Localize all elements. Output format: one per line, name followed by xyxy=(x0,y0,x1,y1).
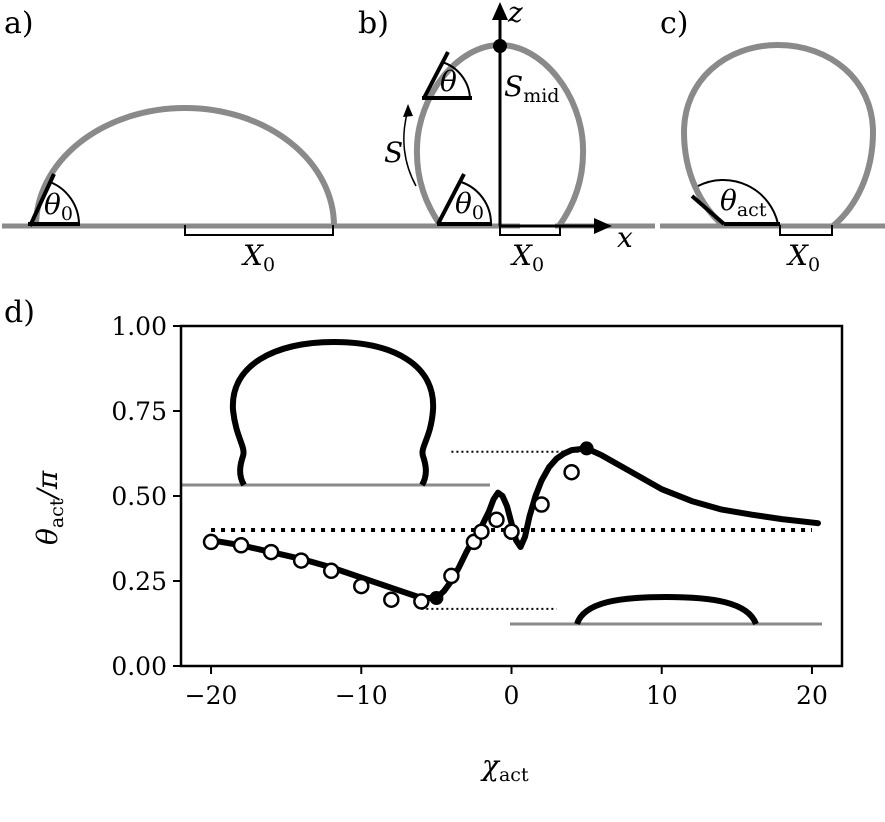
angle-arc xyxy=(697,179,779,225)
data-point xyxy=(322,562,340,580)
x-arrow-head xyxy=(594,218,612,234)
panel-b: b) z x Smid θ S θ0 X0 xyxy=(358,0,655,276)
droplet-outline xyxy=(33,105,337,227)
inset-droplet xyxy=(574,593,759,626)
panel-c-label: c) xyxy=(660,6,689,41)
x-tick-label: −10 xyxy=(335,681,388,710)
y-tick-label: 0.50 xyxy=(111,482,167,511)
data-point xyxy=(443,567,460,585)
smid-label: Smid xyxy=(504,70,559,107)
x-tick-label: 0 xyxy=(504,681,520,710)
data-point xyxy=(488,511,505,529)
angle-arc xyxy=(460,181,493,225)
data-point xyxy=(473,523,490,540)
x0-label: X0 xyxy=(510,239,544,276)
data-point xyxy=(413,593,430,610)
y-axis-label: θact/π xyxy=(31,470,68,545)
theta0-label: θ0 xyxy=(455,187,484,224)
x0-label: X0 xyxy=(241,239,275,276)
panel-b-label: b) xyxy=(358,6,389,41)
x0-bracket xyxy=(184,225,334,236)
theta-act-label: θact xyxy=(720,184,767,221)
inset-droplet xyxy=(229,338,437,487)
y-tick-label: 0.00 xyxy=(111,652,167,681)
highlight-point xyxy=(579,441,594,456)
x-axis-label: χact xyxy=(480,749,529,786)
x0-label: X0 xyxy=(786,239,820,276)
tangent-line xyxy=(422,51,450,99)
data-point xyxy=(533,496,550,513)
data-point xyxy=(353,577,370,595)
s-label: S xyxy=(384,136,403,169)
panel-d: d) −20 −10 0 10 200.000.250.500.751.00 χact … xyxy=(4,295,844,786)
data-point xyxy=(292,552,310,569)
inset-tall-droplet xyxy=(180,338,490,487)
arclength-arrow xyxy=(403,109,417,187)
panel-d-label: d) xyxy=(4,295,35,330)
axes: −20 −10 0 10 20 0.00 0.25 0.50 0.75 1.00 xyxy=(111,312,828,710)
angle-arc xyxy=(49,181,80,225)
y-tick-label: 1.00 xyxy=(111,312,167,341)
smid-point xyxy=(493,39,507,53)
angle-arc xyxy=(441,61,471,99)
y-tick-label: 0.25 xyxy=(111,567,167,596)
x-axis-label: x xyxy=(617,221,633,254)
z-arrow-head xyxy=(492,2,508,20)
droplet-outline xyxy=(680,41,877,229)
plot-area xyxy=(202,441,821,610)
tangent-line xyxy=(436,173,466,225)
x0-bracket xyxy=(779,225,833,236)
inset-flat-droplet xyxy=(510,593,822,626)
data-point xyxy=(383,591,400,608)
data-point xyxy=(563,463,580,481)
z-axis-label: z xyxy=(507,0,523,29)
data-point xyxy=(232,537,250,554)
tangent-line xyxy=(690,194,726,226)
data-point xyxy=(503,523,520,540)
x-tick-label: 10 xyxy=(646,681,678,710)
x-tick-label: 20 xyxy=(796,681,828,710)
y-tick-label: 0.75 xyxy=(111,397,167,426)
theta0-label: θ0 xyxy=(44,188,73,225)
panel-c: c) θact X0 xyxy=(660,6,885,276)
panel-a-label: a) xyxy=(4,6,34,41)
x0-bracket xyxy=(499,225,561,236)
data-point xyxy=(202,533,220,551)
panel-a: a) θ0 X0 xyxy=(2,6,360,276)
plot-frame xyxy=(179,324,844,668)
highlight-point xyxy=(429,591,444,605)
data-point xyxy=(262,543,280,561)
x-tick-label: −20 xyxy=(185,681,238,710)
series-line xyxy=(208,445,821,601)
arclength-arrow-head xyxy=(403,104,413,117)
theta-label: θ xyxy=(440,65,457,98)
